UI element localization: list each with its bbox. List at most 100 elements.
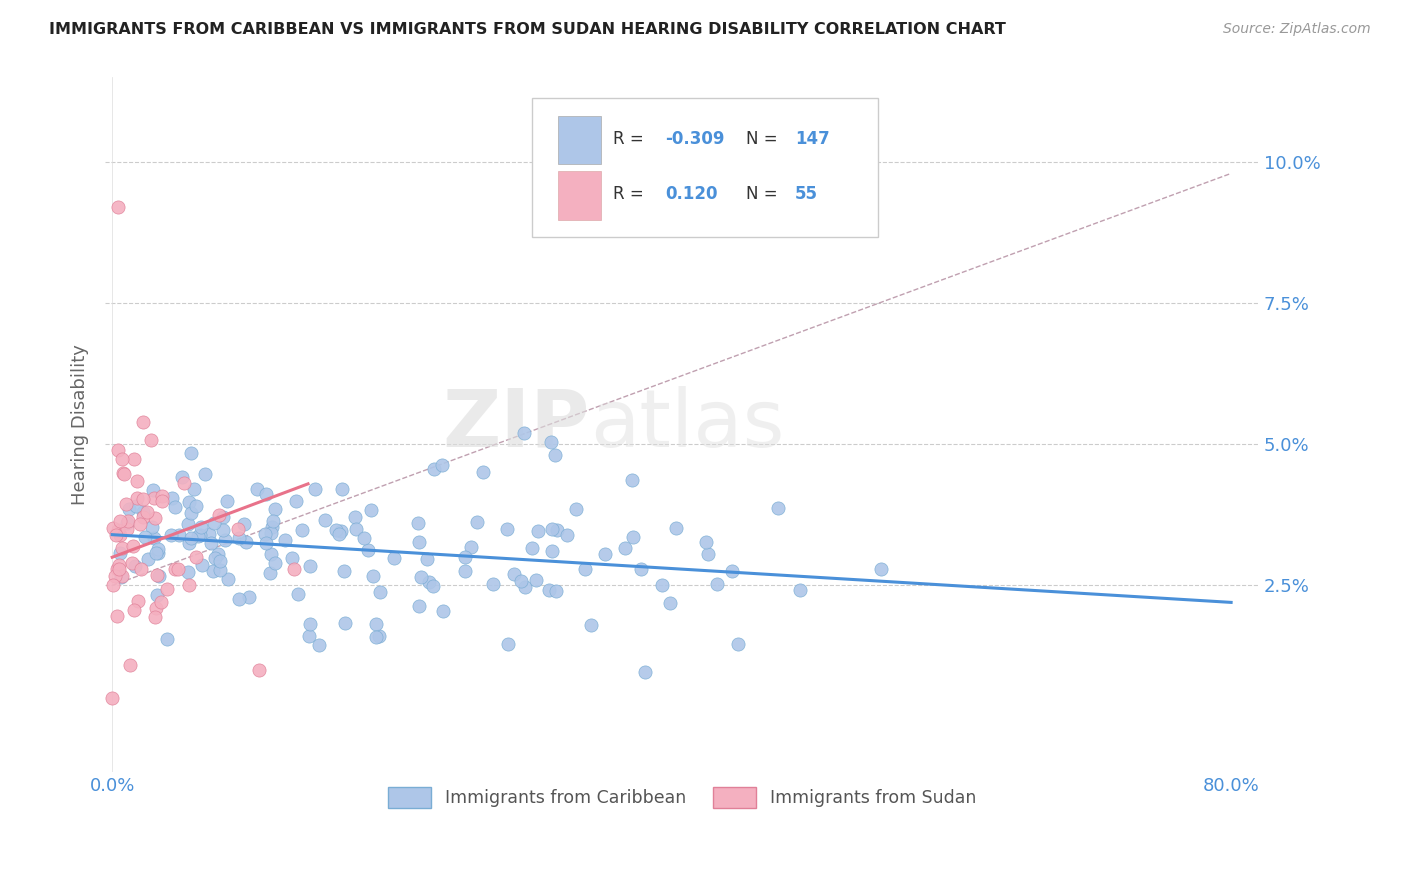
Point [167,527,190,541]
Y-axis label: Hearing Disability: Hearing Disability [72,344,89,505]
Point [124,558,146,573]
Point [148,568,170,582]
Point [630,562,652,576]
Point [173,475,195,490]
Point [540,435,562,450]
Point [274,533,297,548]
Point [260,526,283,541]
Point [496,522,519,536]
Point [194,467,217,481]
Point [422,579,444,593]
Point [105,562,128,576]
Point [184,500,207,514]
Point [107,442,129,457]
Point [108,558,131,572]
Point [111,541,134,555]
Text: 147: 147 [796,129,830,147]
Point [432,458,454,472]
Point [512,426,534,441]
Point [364,630,387,644]
Point [620,473,643,487]
Point [498,637,520,651]
Point [125,491,148,505]
Point [141,519,163,533]
Point [368,629,391,643]
Point [233,516,256,531]
Point [330,483,353,497]
Text: 55: 55 [796,185,818,203]
Point [208,563,231,577]
Point [112,466,135,480]
Point [290,523,312,537]
Point [180,446,202,460]
Point [253,526,276,541]
Point [115,516,138,530]
Point [522,541,544,556]
Point [264,501,287,516]
Point [328,527,350,541]
Point [183,482,205,496]
Point [180,531,202,545]
Point [145,600,167,615]
Point [118,658,141,673]
Point [198,527,221,541]
Point [187,528,209,542]
Point [509,574,531,588]
Point [299,617,322,632]
Point [143,610,166,624]
Point [146,542,169,557]
Point [555,528,578,542]
Point [103,578,125,592]
Point [422,462,444,476]
Point [202,516,225,531]
Point [118,501,141,516]
Point [544,448,567,462]
Point [432,604,454,618]
Point [465,515,488,529]
Point [134,530,156,544]
Point [159,528,181,542]
Point [238,590,260,604]
Point [418,575,440,590]
Point [129,517,152,532]
Point [177,516,200,531]
Text: ZIP: ZIP [443,385,591,464]
Point [564,502,586,516]
Point [283,561,305,575]
Point [160,491,183,505]
Point [595,547,617,561]
Point [108,514,131,528]
Point [129,562,152,576]
FancyBboxPatch shape [531,98,879,237]
Point [179,495,201,509]
Point [190,520,212,534]
Text: R =: R = [613,185,650,203]
Point [460,540,482,554]
Point [260,519,283,533]
Point [502,566,524,581]
Point [132,510,155,524]
Point [208,508,231,522]
Point [143,511,166,525]
Point [614,541,637,555]
Point [284,494,307,508]
Point [200,536,222,550]
Point [546,583,568,598]
Point [537,582,560,597]
Point [766,500,789,515]
Point [344,522,367,536]
Point [454,565,477,579]
Point [204,551,226,566]
Point [146,588,169,602]
Point [382,550,405,565]
Point [127,593,149,607]
Point [125,474,148,488]
Point [264,556,287,570]
Point [454,549,477,564]
Point [104,569,127,583]
Point [131,491,153,506]
Point [235,535,257,549]
Point [139,433,162,447]
Point [121,556,143,570]
Point [304,482,326,496]
